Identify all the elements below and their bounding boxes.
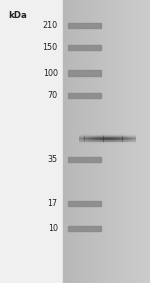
Bar [90, 0, 92, 283]
Text: 17: 17 [48, 199, 58, 208]
Bar [101, 0, 102, 283]
Bar [68, 93, 100, 98]
Text: kDa: kDa [9, 11, 27, 20]
Bar [149, 0, 150, 283]
Text: 100: 100 [43, 68, 58, 78]
Bar [65, 0, 67, 283]
Bar [145, 0, 146, 283]
Bar [133, 0, 134, 283]
Bar [0, 0, 63, 283]
Bar [64, 0, 65, 283]
Text: 150: 150 [43, 43, 58, 52]
Bar [99, 0, 100, 283]
Bar [97, 0, 98, 283]
Bar [68, 70, 100, 76]
Bar [116, 0, 118, 283]
Bar [67, 0, 69, 283]
Bar [124, 0, 125, 283]
Bar [69, 0, 71, 283]
Bar [71, 0, 72, 283]
Bar [79, 0, 81, 283]
Bar [88, 0, 89, 283]
Bar [134, 0, 135, 283]
Bar [100, 0, 101, 283]
Bar [106, 0, 108, 283]
Text: 210: 210 [43, 21, 58, 30]
Bar [68, 157, 100, 162]
Bar [109, 0, 110, 283]
Bar [68, 45, 100, 50]
Bar [73, 0, 74, 283]
Bar [86, 0, 87, 283]
Bar [147, 0, 148, 283]
Bar [108, 0, 109, 283]
Bar [137, 0, 138, 283]
Bar [128, 0, 130, 283]
Bar [122, 0, 123, 283]
Bar [77, 0, 79, 283]
Bar [114, 0, 116, 283]
Bar [105, 0, 107, 283]
Bar [98, 0, 99, 283]
Bar [136, 0, 137, 283]
Bar [139, 0, 141, 283]
Bar [93, 0, 95, 283]
Bar [68, 201, 100, 206]
Bar [68, 226, 100, 231]
Bar [81, 0, 83, 283]
Bar [148, 0, 149, 283]
Bar [117, 0, 119, 283]
Bar [111, 0, 112, 283]
Bar [113, 0, 114, 283]
Bar [135, 0, 136, 283]
Bar [66, 0, 68, 283]
Bar [75, 0, 76, 283]
Bar [103, 0, 105, 283]
Bar [146, 0, 147, 283]
Bar [118, 0, 120, 283]
Bar [68, 0, 70, 283]
Bar [74, 0, 75, 283]
Bar [125, 0, 126, 283]
Bar [83, 0, 84, 283]
Text: 70: 70 [48, 91, 58, 100]
Bar [94, 0, 96, 283]
Bar [78, 0, 80, 283]
Bar [68, 23, 100, 28]
Bar [104, 0, 106, 283]
Bar [76, 0, 77, 283]
Bar [126, 0, 128, 283]
Bar [96, 0, 97, 283]
Bar [120, 0, 121, 283]
Bar [123, 0, 124, 283]
Bar [141, 0, 143, 283]
Bar [110, 0, 111, 283]
Bar [80, 0, 82, 283]
Bar [84, 0, 85, 283]
Text: 10: 10 [48, 224, 58, 233]
Bar [112, 0, 113, 283]
Bar [130, 0, 132, 283]
Bar [89, 0, 90, 283]
Bar [102, 0, 103, 283]
Bar [121, 0, 122, 283]
Bar [87, 0, 88, 283]
Bar [115, 0, 117, 283]
Bar [138, 0, 140, 283]
Text: 35: 35 [48, 155, 58, 164]
Bar [63, 0, 64, 283]
Bar [129, 0, 131, 283]
Bar [144, 0, 145, 283]
Bar [72, 0, 73, 283]
Bar [92, 0, 94, 283]
Bar [132, 0, 133, 283]
Bar [142, 0, 144, 283]
Bar [85, 0, 86, 283]
Bar [140, 0, 142, 283]
Bar [127, 0, 129, 283]
Bar [91, 0, 93, 283]
